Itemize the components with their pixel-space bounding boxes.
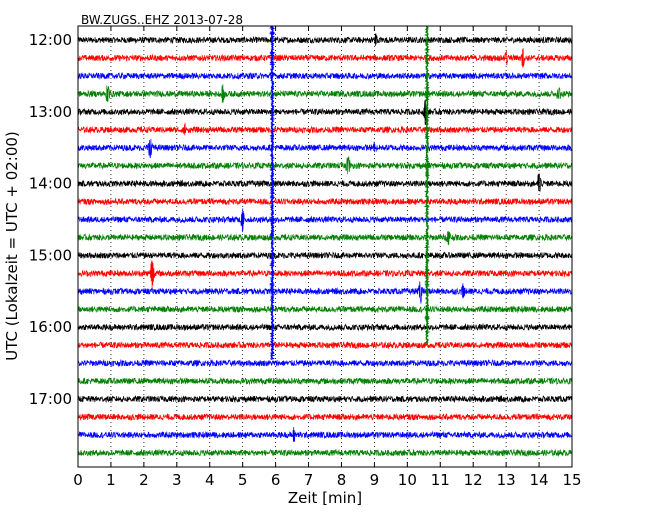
x-axis-label: Zeit [min] xyxy=(288,489,362,507)
x-tick-label: 1 xyxy=(106,471,116,489)
trace-13:30 xyxy=(77,138,573,159)
x-tick-label: 2 xyxy=(139,471,149,489)
trace-12:00 xyxy=(77,33,573,46)
chart-title: BW.ZUGS..EHZ 2013-07-28 xyxy=(81,13,243,27)
y-tick-label: 17:00 xyxy=(29,390,72,408)
trace-14:30 xyxy=(77,208,573,233)
x-tick-label: 4 xyxy=(205,471,215,489)
trace-15:00 xyxy=(77,251,573,260)
y-axis: 12:00 13:00 14:00 15:00 16:00 17:00 xyxy=(29,31,83,408)
y-tick-label: 12:00 xyxy=(29,31,72,49)
plot-frame xyxy=(77,25,573,468)
x-axis: 0 1 2 3 4 5 6 7 8 9 10 11 12 13 14 15 xyxy=(73,26,582,489)
y-axis-label: UTC (Lokalzeit = UTC + 02:00) xyxy=(3,131,21,361)
x-tick-label: 8 xyxy=(337,471,347,489)
trace-17:30 xyxy=(77,427,573,442)
x-tick-label: 14 xyxy=(530,471,549,489)
trace-14:15 xyxy=(77,197,573,206)
trace-16:45 xyxy=(77,376,573,386)
x-tick-label: 6 xyxy=(271,471,281,489)
y-tick-label: 16:00 xyxy=(29,318,72,336)
vertical-event-line xyxy=(423,25,431,344)
x-tick-label: 13 xyxy=(497,471,516,489)
x-tick-label: 5 xyxy=(238,471,248,489)
x-tick-label: 11 xyxy=(431,471,450,489)
trace-13:15 xyxy=(77,122,573,136)
trace-14:45 xyxy=(77,231,573,245)
trace-17:15 xyxy=(77,412,573,422)
x-tick-label: 15 xyxy=(562,471,581,489)
x-tick-label: 12 xyxy=(464,471,483,489)
x-tick-label: 7 xyxy=(304,471,314,489)
trace-16:30 xyxy=(77,358,573,368)
trace-13:00 xyxy=(77,99,573,125)
y-tick-label: 15:00 xyxy=(29,246,72,264)
trace-15:45 xyxy=(77,305,573,314)
x-tick-label: 9 xyxy=(370,471,380,489)
y-tick-label: 14:00 xyxy=(29,175,72,193)
vertical-event-line xyxy=(268,25,276,361)
trace-13:45 xyxy=(77,156,573,175)
traces xyxy=(77,33,573,458)
vertical-events xyxy=(268,25,431,361)
trace-17:00 xyxy=(77,394,573,404)
trace-12:15 xyxy=(77,48,573,68)
vertical-gridlines xyxy=(110,26,540,467)
trace-16:15 xyxy=(77,340,573,350)
trace-15:30 xyxy=(77,281,573,304)
x-tick-label: 3 xyxy=(172,471,182,489)
x-tick-label: 10 xyxy=(398,471,417,489)
trace-14:00 xyxy=(77,172,573,192)
trace-15:15 xyxy=(77,260,572,289)
y-tick-label: 13:00 xyxy=(29,103,72,121)
trace-12:45 xyxy=(77,84,572,103)
trace-17:45 xyxy=(77,448,573,458)
trace-12:30 xyxy=(77,71,573,80)
trace-16:00 xyxy=(77,322,573,332)
x-tick-label: 0 xyxy=(73,471,83,489)
